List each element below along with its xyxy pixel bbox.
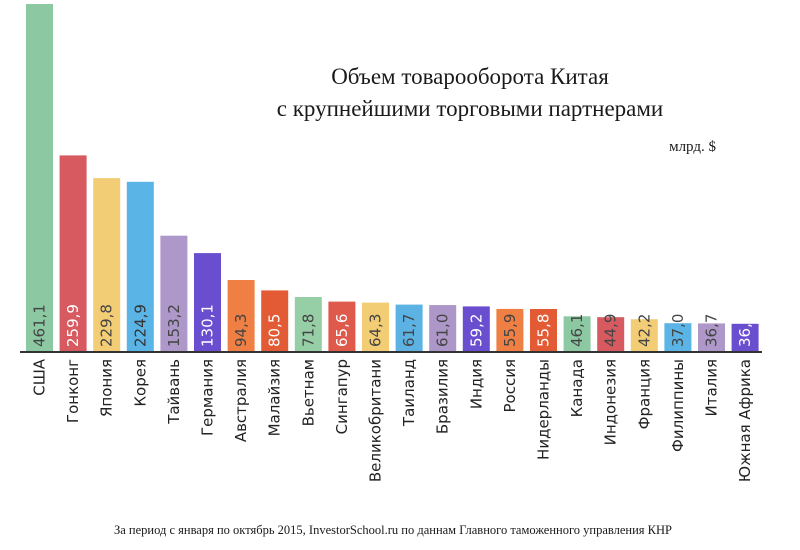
bar-value-label: 59,2 <box>467 314 485 347</box>
bar-value-label: 61,7 <box>400 314 418 347</box>
category-label: Таиланд <box>400 359 418 427</box>
category-label: Германия <box>199 359 217 436</box>
bar-value-label: 461,1 <box>31 304 49 347</box>
category-label: Бразилия <box>434 359 452 434</box>
bar <box>731 323 759 351</box>
bar <box>630 319 658 351</box>
bar-value-label: 55,8 <box>535 314 553 347</box>
category-label: Япония <box>98 359 116 417</box>
bar <box>395 304 423 351</box>
bar <box>597 317 625 351</box>
bar <box>26 4 53 351</box>
category-label: Индия <box>467 359 485 409</box>
bar <box>462 306 490 351</box>
chart-title-line-1: Объем товарооборота Китая <box>331 64 609 89</box>
bar-value-label: 153,2 <box>165 304 183 347</box>
bar-value-label: 55,9 <box>501 314 519 347</box>
category-labels-group: США Гонконг Япония Корея Тайвань Германия Авст… <box>31 358 755 482</box>
bar-value-label: 130,1 <box>199 304 217 347</box>
bar-value-label: 44,9 <box>602 314 620 347</box>
category-label: Италия <box>703 359 721 417</box>
category-label: Тайвань <box>165 359 183 425</box>
category-label: США <box>31 358 49 396</box>
bar-value-label: 46,1 <box>568 314 586 347</box>
category-label: Сингапур <box>333 359 351 434</box>
chart-title-line-2: с крупнейшими торговыми партнерами <box>277 96 664 121</box>
source-footnote: За период с января по октябрь 2015, Inve… <box>114 523 672 537</box>
bar <box>160 235 188 351</box>
unit-label: млрд. $ <box>669 139 716 155</box>
bar-value-label: 94,3 <box>232 314 250 347</box>
bar-value-label: 42,2 <box>635 314 653 347</box>
category-label: Филиппины <box>669 359 687 452</box>
category-label: Гонконг <box>64 359 82 423</box>
bar-value-label: 224,9 <box>131 304 149 347</box>
bar-value-label: 80,5 <box>266 314 284 347</box>
category-label: Вьетнам <box>299 359 317 426</box>
bar <box>126 181 154 351</box>
category-label: Индонезия <box>602 359 620 445</box>
category-label: Южная Африка <box>736 359 754 482</box>
bar-value-label: 37,0 <box>669 314 687 347</box>
category-label: Нидерланды <box>535 359 553 460</box>
bar <box>664 323 692 351</box>
category-label: Канада <box>568 359 586 417</box>
bar <box>227 280 255 351</box>
bar <box>294 297 322 351</box>
bar-value-label: 71,8 <box>299 314 317 347</box>
bar-value-label: 259,9 <box>64 304 82 347</box>
category-label: Австралия <box>232 359 250 442</box>
bar <box>194 253 221 351</box>
bar <box>429 305 457 351</box>
bar-value-label: 36,2 <box>736 314 754 347</box>
bar <box>261 290 289 351</box>
bar <box>328 301 356 351</box>
bar <box>698 323 725 351</box>
category-label: Малайзия <box>266 359 284 436</box>
bar-value-label: 64,3 <box>367 314 385 347</box>
bar <box>93 178 121 351</box>
category-label: Франция <box>635 359 653 429</box>
bar <box>496 308 524 351</box>
bar <box>59 155 87 351</box>
category-label: Корея <box>131 359 149 407</box>
bar <box>563 316 591 351</box>
bar <box>362 302 389 351</box>
category-label: Великобритани <box>367 359 385 482</box>
bar-value-label: 61,0 <box>434 314 452 347</box>
bar <box>530 309 557 351</box>
bar-value-label: 229,8 <box>98 304 116 347</box>
bars-group: 461,1 259,9 229,8 224,9 153,2 130,1 94,3 80,5 71… <box>26 4 759 351</box>
category-label: Россия <box>501 359 519 413</box>
bar-value-label: 65,6 <box>333 314 351 347</box>
bar-value-label: 36,7 <box>703 314 721 347</box>
